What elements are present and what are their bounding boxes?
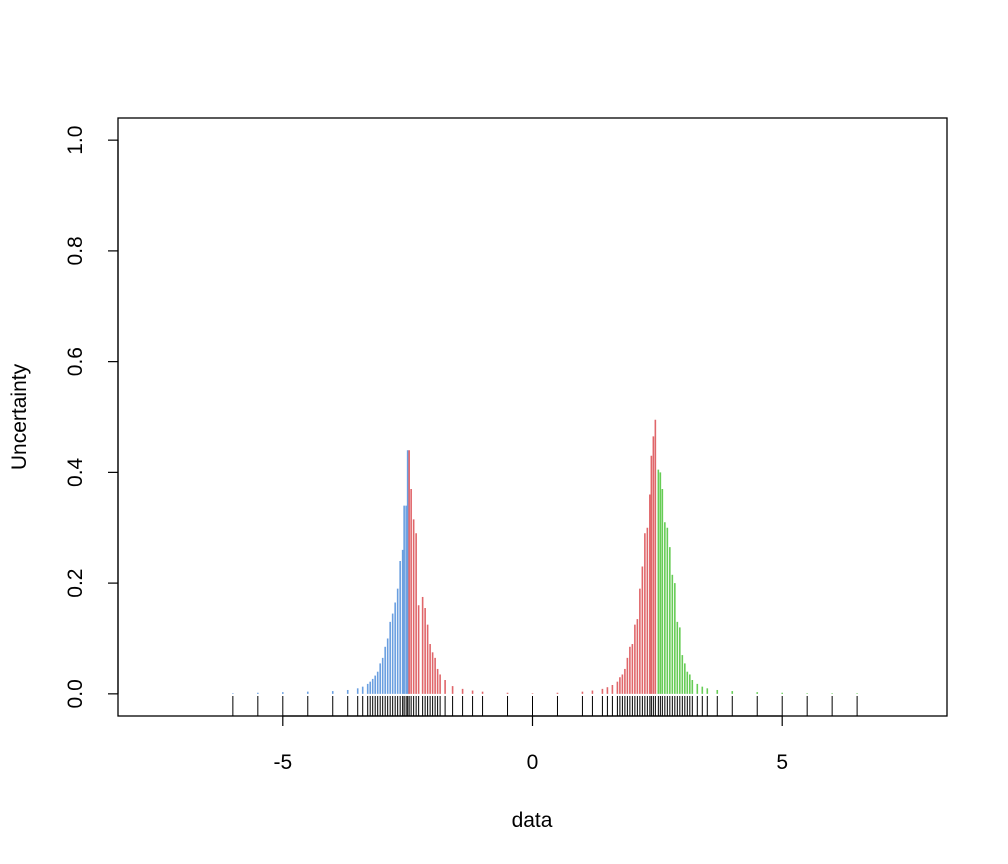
y-tick-label: 0.8 — [64, 236, 87, 265]
x-axis-title: data — [512, 809, 553, 832]
axes-layer: -5 0 5 0.0 0.2 0.4 0.6 0.8 1.0 — [64, 126, 788, 774]
y-tick-label: 0.6 — [64, 347, 87, 376]
bars-layer — [232, 419, 858, 694]
y-tick-label: 1.0 — [64, 126, 87, 155]
y-tick-label: 0.2 — [64, 569, 87, 598]
y-axis-title: Uncertainty — [8, 363, 31, 470]
y-tick-label: 0.0 — [64, 679, 87, 708]
x-tick-label: 0 — [527, 751, 539, 774]
y-tick-label: 0.4 — [64, 457, 87, 487]
plot-frame — [117, 117, 948, 717]
x-tick-label: -5 — [273, 751, 292, 774]
x-tick-label: 5 — [776, 751, 788, 774]
rug-layer — [232, 696, 858, 716]
